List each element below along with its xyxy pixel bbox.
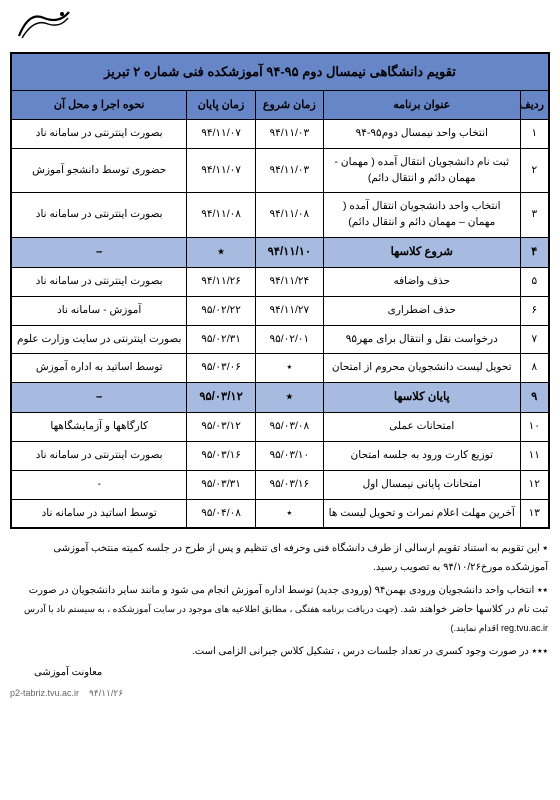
signature: معاونت آموزشی — [10, 667, 550, 678]
cell-prog: حذف واضافه — [323, 268, 520, 297]
table-header-row: ردیف عنوان برنامه زمان شروع زمان پایان ن… — [11, 90, 549, 120]
col-header-end: زمان پایان — [187, 90, 255, 120]
cell-s: ۹۵/۰۳/۰۸ — [255, 413, 323, 442]
cell-n: ۱۲ — [520, 470, 549, 499]
cell-n: ۱ — [520, 120, 549, 149]
table-row: ۸تحویل لیست دانشجویان محروم از امتحان٭۹۵… — [11, 354, 549, 383]
cell-n: ۵ — [520, 268, 549, 297]
cell-h: بصورت اینترنتی در سایت وزارت علوم — [11, 325, 187, 354]
cell-n: ۸ — [520, 354, 549, 383]
cell-h: بصورت اینترنتی در سامانه ناد — [11, 120, 187, 149]
cell-s: ٭ — [255, 383, 323, 413]
table-row: ۶حذف اضطراری۹۴/۱۱/۲۷۹۵/۰۲/۲۲آموزش - ساما… — [11, 296, 549, 325]
cell-n: ۹ — [520, 383, 549, 413]
cell-n: ۲ — [520, 148, 549, 193]
table-row: ۳انتخاب واحد دانشجویان انتقال آمده ( مهم… — [11, 193, 549, 238]
cell-h: – — [11, 383, 187, 413]
cell-n: ۳ — [520, 193, 549, 238]
cell-prog: شروع کلاسها — [323, 237, 520, 267]
cell-n: ۴ — [520, 237, 549, 267]
cell-h: توسط اساتید به اداره آموزش — [11, 354, 187, 383]
cell-s: ۹۴/۱۱/۲۷ — [255, 296, 323, 325]
table-row: ۱۱توزیع کارت ورود به جلسه امتحان۹۵/۰۳/۱۰… — [11, 442, 549, 471]
cell-e: ۹۵/۰۴/۰۸ — [187, 499, 255, 528]
table-row: ۴شروع کلاسها۹۴/۱۱/۱۰٭– — [11, 237, 549, 267]
table-row: ۱۲امتحانات پایانی نیمسال اول۹۵/۰۳/۱۶۹۵/۰… — [11, 470, 549, 499]
cell-n: ۱۱ — [520, 442, 549, 471]
cell-e: ۹۵/۰۳/۱۶ — [187, 442, 255, 471]
cell-s: ۹۴/۱۱/۱۰ — [255, 237, 323, 267]
cell-prog: درخواست نقل و انتقال برای مهر۹۵ — [323, 325, 520, 354]
table-row: ۱۰امتحانات عملی۹۵/۰۳/۰۸۹۵/۰۳/۱۲کارگاهها … — [11, 413, 549, 442]
cell-e: ۹۴/۱۱/۰۸ — [187, 193, 255, 238]
cell-e: ۹۵/۰۳/۰۶ — [187, 354, 255, 383]
table-row: ۲ثبت نام دانشجویان انتقال آمده ( مهمان -… — [11, 148, 549, 193]
cell-e: ۹۵/۰۳/۱۲ — [187, 413, 255, 442]
cell-prog: انتخاب واحد نیمسال دوم۹۵-۹۴ — [323, 120, 520, 149]
cell-h: بصورت اینترنتی در سامانه ناد — [11, 442, 187, 471]
footnotes: ٭ این تقویم به استناد تقویم ارسالی از طر… — [10, 539, 550, 661]
cell-s: ۹۴/۱۱/۰۸ — [255, 193, 323, 238]
cell-prog: توزیع کارت ورود به جلسه امتحان — [323, 442, 520, 471]
cell-e: ۹۴/۱۱/۰۷ — [187, 120, 255, 149]
cell-prog: حذف اضطراری — [323, 296, 520, 325]
cell-n: ۶ — [520, 296, 549, 325]
table-row: ۹پایان کلاسها٭۹۵/۰۳/۱۲– — [11, 383, 549, 413]
institution-logo — [14, 6, 74, 44]
cell-e: ٭ — [187, 237, 255, 267]
cell-e: ۹۴/۱۱/۰۷ — [187, 148, 255, 193]
cell-s: ۹۴/۱۱/۲۴ — [255, 268, 323, 297]
table-title: تقویم دانشگاهی نیمسال دوم ۹۵-۹۴ آموزشکده… — [11, 53, 549, 90]
cell-n: ۱۰ — [520, 413, 549, 442]
cell-s: ۹۵/۰۳/۱۶ — [255, 470, 323, 499]
cell-e: ۹۵/۰۲/۳۱ — [187, 325, 255, 354]
col-header-program: عنوان برنامه — [323, 90, 520, 120]
footnote-1: ٭ این تقویم به استناد تقویم ارسالی از طر… — [12, 539, 548, 577]
cell-prog: ثبت نام دانشجویان انتقال آمده ( مهمان - … — [323, 148, 520, 193]
cell-s: ۹۵/۰۲/۰۱ — [255, 325, 323, 354]
cell-n: ۱۳ — [520, 499, 549, 528]
academic-calendar-table: تقویم دانشگاهی نیمسال دوم ۹۵-۹۴ آموزشکده… — [10, 52, 550, 529]
cell-e: ۹۴/۱۱/۲۶ — [187, 268, 255, 297]
cell-prog: آخرین مهلت اعلام نمرات و تحویل لیست ها — [323, 499, 520, 528]
cell-e: ۹۵/۰۲/۲۲ — [187, 296, 255, 325]
col-header-start: زمان شروع — [255, 90, 323, 120]
cell-s: ۹۵/۰۳/۱۰ — [255, 442, 323, 471]
cell-h: – — [11, 237, 187, 267]
table-row: ۷درخواست نقل و انتقال برای مهر۹۵۹۵/۰۲/۰۱… — [11, 325, 549, 354]
table-row: ۱انتخاب واحد نیمسال دوم۹۵-۹۴۹۴/۱۱/۰۳۹۴/۱… — [11, 120, 549, 149]
footer-url: p2-tabriz.tvu.ac.ir ۹۴/۱۱/۲۶ — [10, 688, 550, 699]
cell-prog: تحویل لیست دانشجویان محروم از امتحان — [323, 354, 520, 383]
cell-e: ۹۵/۰۳/۳۱ — [187, 470, 255, 499]
col-header-num: ردیف — [520, 90, 549, 120]
cell-h: توسط اساتید در سامانه ناد — [11, 499, 187, 528]
cell-prog: پایان کلاسها — [323, 383, 520, 413]
cell-h: بصورت اینترنتی در سامانه ناد — [11, 193, 187, 238]
cell-s: ۹۴/۱۱/۰۳ — [255, 148, 323, 193]
footnote-2: ٭٭ انتخاب واحد دانشجویان ورودی بهمن۹۴ (و… — [12, 581, 548, 638]
cell-s: ۹۴/۱۱/۰۳ — [255, 120, 323, 149]
table-row: ۱۳آخرین مهلت اعلام نمرات و تحویل لیست ها… — [11, 499, 549, 528]
cell-s: ٭ — [255, 354, 323, 383]
cell-e: ۹۵/۰۳/۱۲ — [187, 383, 255, 413]
cell-h: حضوری توسط دانشجو آموزش — [11, 148, 187, 193]
cell-prog: انتخاب واحد دانشجویان انتقال آمده ( مهما… — [323, 193, 520, 238]
cell-s: ٭ — [255, 499, 323, 528]
cell-h: آموزش - سامانه ناد — [11, 296, 187, 325]
footnote-3: ٭٭٭ در صورت وجود کسری در تعداد جلسات درس… — [12, 642, 548, 661]
cell-prog: امتحانات عملی — [323, 413, 520, 442]
cell-h: کارگاهها و آزمایشگاهها — [11, 413, 187, 442]
cell-h: بصورت اینترنتی در سامانه ناد — [11, 268, 187, 297]
cell-n: ۷ — [520, 325, 549, 354]
col-header-how: نحوه اجرا و محل آن — [11, 90, 187, 120]
table-row: ۵حذف واضافه۹۴/۱۱/۲۴۹۴/۱۱/۲۶بصورت اینترنت… — [11, 268, 549, 297]
cell-prog: امتحانات پایانی نیمسال اول — [323, 470, 520, 499]
cell-h: - — [11, 470, 187, 499]
